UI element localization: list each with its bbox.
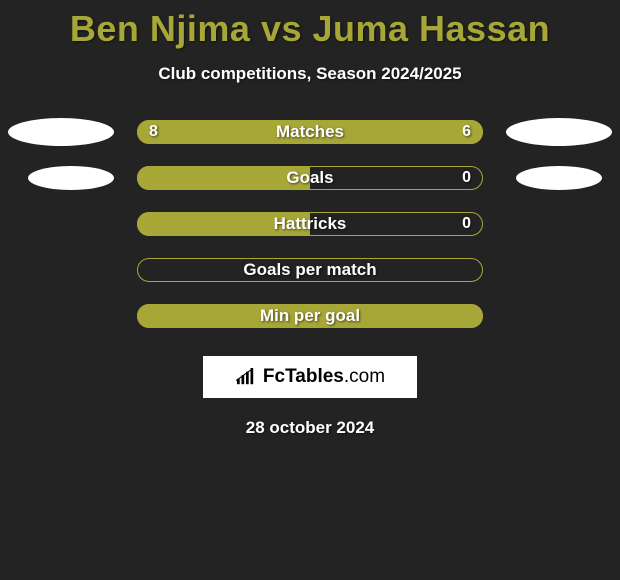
logo-bold: FcTables: [263, 366, 344, 387]
stat-label: Goals per match: [243, 260, 376, 280]
stat-value-right: 0: [462, 215, 471, 233]
stat-bar: 8 Matches 6: [137, 120, 483, 144]
stat-bar: Hattricks 0: [137, 212, 483, 236]
stat-row: Min per goal: [0, 304, 620, 328]
player-left-marker: [8, 118, 114, 146]
stat-value-right: 0: [462, 169, 471, 187]
stat-bar: Goals per match: [137, 258, 483, 282]
comparison-widget: Ben Njima vs Juma Hassan Club competitio…: [0, 0, 620, 438]
stat-label: Hattricks: [274, 214, 347, 234]
player-right-marker: [506, 118, 612, 146]
stat-bar: Min per goal: [137, 304, 483, 328]
stat-value-right: 6: [462, 123, 471, 141]
stat-row: Goals per match: [0, 258, 620, 282]
stat-row: 8 Matches 6: [0, 120, 620, 144]
logo-text: FcTables.com: [263, 366, 385, 388]
stat-label: Min per goal: [260, 306, 360, 326]
logo-box: FcTables.com: [203, 356, 417, 398]
player-left-marker: [28, 166, 114, 190]
logo-thin: .com: [344, 366, 385, 387]
bar-chart-icon: [235, 368, 257, 386]
stat-row: Goals 0: [0, 166, 620, 190]
stat-row: Hattricks 0: [0, 212, 620, 236]
subtitle: Club competitions, Season 2024/2025: [158, 64, 461, 84]
stat-value-left: 8: [149, 123, 158, 141]
stat-label: Goals: [286, 168, 333, 188]
page-title: Ben Njima vs Juma Hassan: [70, 8, 550, 50]
stat-bar: Goals 0: [137, 166, 483, 190]
player-right-marker: [516, 166, 602, 190]
date-label: 28 october 2024: [246, 418, 375, 438]
stats-rows: 8 Matches 6 Goals 0 Hattricks 0: [0, 120, 620, 328]
stat-label: Matches: [276, 122, 344, 142]
